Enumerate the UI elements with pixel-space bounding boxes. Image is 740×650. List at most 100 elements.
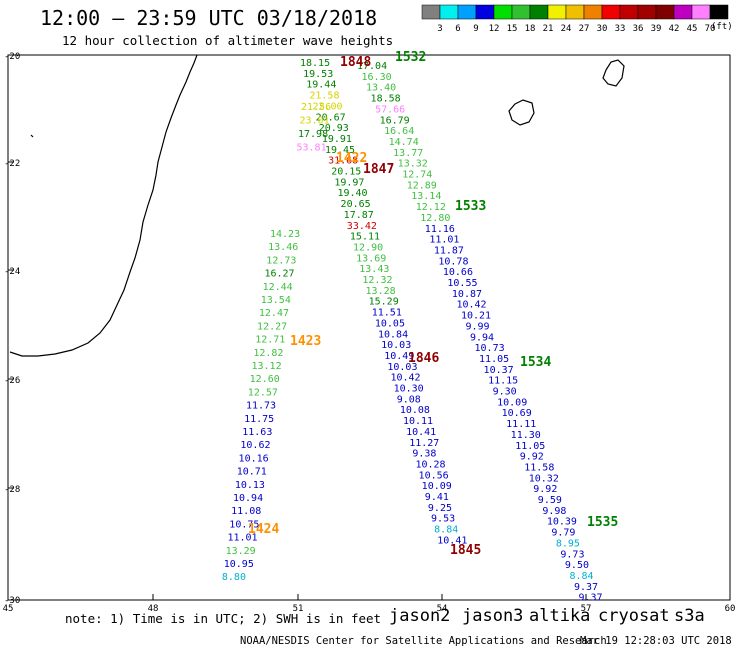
longitude-label: 45 <box>3 604 14 614</box>
wave-height-value: 12.27 <box>257 321 287 332</box>
wave-height-value: 13.40 <box>366 83 396 94</box>
wave-height-value: 11.11 <box>506 419 536 430</box>
wave-height-value: 13.43 <box>359 264 389 275</box>
wave-height-value: 20.65 <box>341 199 371 210</box>
wave-height-value: 11.01 <box>429 235 459 246</box>
wave-height-value: 10.78 <box>438 256 468 267</box>
wave-height-value: 9.37 <box>574 582 598 593</box>
wave-height-value: 13.12 <box>252 361 282 372</box>
wave-height-value: 10.84 <box>378 329 408 340</box>
wave-height-value: 53.81 <box>297 143 327 154</box>
latitude-label: -30 <box>4 596 20 606</box>
wave-height-value: 20.93 <box>319 123 349 134</box>
wave-height-value: 17.98 <box>298 129 328 140</box>
color-scale-swatch <box>691 4 711 20</box>
legend-jason2: jason2 <box>389 606 451 626</box>
wave-height-value: 11.30 <box>511 430 541 441</box>
longitude-label: 48 <box>148 604 159 614</box>
longitude-labels: 45 48 51 54 57 60 <box>3 604 736 614</box>
wave-height-value: 9.37 <box>578 593 602 604</box>
wave-height-value: 10.71 <box>237 467 267 478</box>
pass-time-label: 1533 <box>455 199 486 214</box>
credit-text: NOAA/NESDIS Center for Satellite Applica… <box>240 635 607 647</box>
color-scale-tick: 6 <box>455 24 460 34</box>
color-scale-tick: 36 <box>633 24 644 34</box>
color-scale-tick: 21 <box>543 24 554 34</box>
wave-height-value: 8.95 <box>556 538 580 549</box>
color-scale-swatch <box>421 4 441 20</box>
wave-height-value: 8.80 <box>222 572 246 583</box>
wave-height-value: 10.21 <box>461 311 491 322</box>
wave-height-value: 12.90 <box>353 242 383 253</box>
wave-height-value: 19.40 <box>337 188 367 199</box>
wave-height-value: 11.08 <box>231 506 261 517</box>
wave-height-value: 14.74 <box>389 137 419 148</box>
wave-height-value: 11.05 <box>515 441 545 452</box>
wave-height-value: 12.32 <box>362 275 392 286</box>
wave-height-value: 10.95 <box>224 559 254 570</box>
color-scale-swatch <box>511 4 531 20</box>
wave-height-value: 13.29 <box>226 546 256 557</box>
color-scale-swatch <box>583 4 603 20</box>
pass-time-label: 1846 <box>408 351 439 366</box>
wave-height-value: 22.00 <box>312 101 342 112</box>
wave-height-value: 9.92 <box>520 452 544 463</box>
pass-time-label: 1847 <box>363 162 394 177</box>
color-scale-swatch <box>637 4 657 20</box>
wave-height-value: 19.45 <box>325 145 355 156</box>
wave-height-value: 11.75 <box>244 414 274 425</box>
wave-height-value: 17.87 <box>344 210 374 221</box>
color-scale-swatch <box>529 4 549 20</box>
wave-height-value: 9.25 <box>428 503 452 514</box>
mauritius-island <box>602 59 625 87</box>
wave-height-value: 10.39 <box>547 517 577 528</box>
wave-height-value: 10.16 <box>239 453 269 464</box>
wave-height-value: 10.05 <box>375 318 405 329</box>
small-island <box>30 134 34 138</box>
latitude-label: -24 <box>4 267 20 277</box>
pass-time-label: 1423 <box>290 334 321 349</box>
wave-height-value: 20.67 <box>316 112 346 123</box>
color-scale-tick: 27 <box>579 24 590 34</box>
latitude-label: -20 <box>4 52 20 62</box>
longitude-label: 60 <box>725 604 736 614</box>
color-scale-tick: 42 <box>669 24 680 34</box>
wave-height-value: 11.16 <box>425 224 455 235</box>
longitude-label: 54 <box>437 604 448 614</box>
color-scale-swatch <box>673 4 693 20</box>
pass-time-label: 1422 <box>336 151 367 166</box>
note-text: note: 1) Time is in UTC; 2) SWH is in fe… <box>65 611 382 626</box>
color-scale-swatch <box>457 4 477 20</box>
wave-height-value: 11.63 <box>242 427 272 438</box>
wave-height-value: 12.12 <box>416 202 446 213</box>
wave-height-value: 17.04 <box>357 61 387 72</box>
wave-height-value: 10.69 <box>502 408 532 419</box>
pass-time-label: 1424 <box>248 522 279 537</box>
wave-height-value: 23.01 <box>300 116 330 127</box>
wave-height-value: 9.38 <box>412 449 436 460</box>
wave-height-value: 18.15 <box>300 58 330 69</box>
color-scale-swatch <box>655 4 675 20</box>
color-scale-swatch <box>475 4 495 20</box>
color-scale-tick: 9 <box>473 24 478 34</box>
wave-height-value: 11.73 <box>246 401 276 412</box>
color-scale-tick: 3 <box>437 24 442 34</box>
wave-height-value: 13.32 <box>398 159 428 170</box>
wave-height-value: 10.09 <box>422 481 452 492</box>
wave-height-value: 9.53 <box>431 514 455 525</box>
wave-height-value: 11.58 <box>524 462 554 473</box>
wave-height-value: 11.05 <box>479 354 509 365</box>
color-scale-swatch <box>439 4 459 20</box>
wave-height-value: 10.75 <box>229 519 259 530</box>
grid-ticks <box>8 161 587 600</box>
wave-height-value: 10.66 <box>443 267 473 278</box>
wave-height-value: 57.66 <box>375 104 405 115</box>
wave-height-value: 10.13 <box>235 480 265 491</box>
wave-height-value: 21.58 <box>309 91 339 102</box>
wave-height-value: 12.47 <box>259 308 289 319</box>
wave-height-value: 11.15 <box>488 376 518 387</box>
color-scale-swatch <box>601 4 621 20</box>
wave-height-value: 10.42 <box>456 300 486 311</box>
